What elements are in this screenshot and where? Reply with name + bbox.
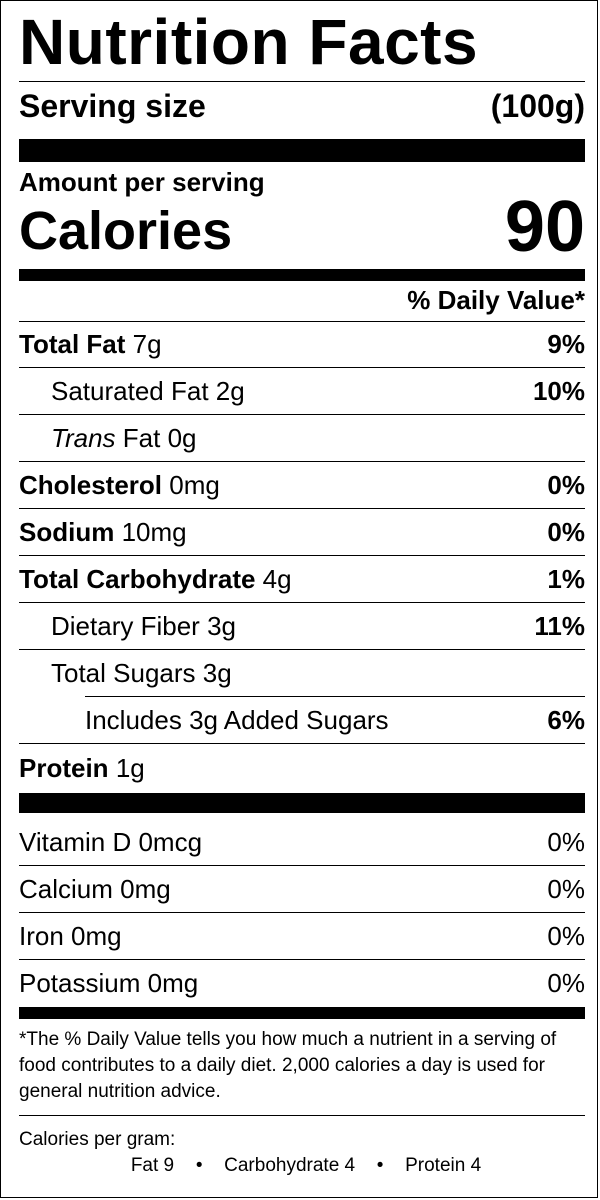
- vitamin-percent: 0%: [547, 968, 585, 998]
- nutrient-name: Saturated Fat: [51, 376, 209, 406]
- nutrient-percent: 0%: [547, 470, 585, 500]
- daily-value-footnote: *The % Daily Value tells you how much a …: [19, 1029, 557, 1102]
- nutrient-row-total-fat: Total Fat 7g 9%: [19, 321, 585, 367]
- nutrient-amount: 4g: [262, 564, 292, 594]
- divider-row: [19, 461, 585, 462]
- vitamin-row-iron: Iron 0mg 0%: [19, 913, 585, 959]
- nutrient-name: Includes 3g Added Sugars: [85, 705, 389, 735]
- divider-thick-protein: [19, 793, 585, 813]
- vitamin-percent: 0%: [547, 921, 585, 951]
- serving-size-value: (100g): [490, 88, 585, 124]
- nutrient-amount: 10mg: [121, 517, 187, 547]
- daily-value-header-row: % Daily Value*: [19, 277, 585, 323]
- vitamin-percent: 0%: [547, 827, 585, 857]
- divider-row: [19, 367, 585, 368]
- vitamin-row-calcium: Calcium 0mg 0%: [19, 866, 585, 912]
- nutrient-row-trans-fat: Trans Fat 0g: [19, 415, 585, 461]
- nutrient-name: Fat: [122, 423, 161, 453]
- divider-row: [19, 649, 585, 650]
- serving-size-row: Serving size (100g): [19, 83, 585, 129]
- nutrient-row-total-carbohydrate: Total Carbohydrate 4g 1%: [19, 556, 585, 602]
- divider-row: [19, 865, 585, 866]
- nutrient-name: Total Fat: [19, 329, 126, 359]
- fat-calories-per-gram: Fat 9: [130, 1155, 175, 1176]
- protein-calories-per-gram: Protein 4: [405, 1155, 482, 1176]
- nutrient-amount: 2g: [215, 376, 245, 406]
- serving-size-label: Serving size: [19, 88, 206, 124]
- nutrient-name: Protein: [19, 753, 109, 783]
- nutrient-name: Cholesterol: [19, 470, 163, 500]
- nutrient-percent: 9%: [547, 329, 585, 359]
- nutrient-percent: 10%: [532, 376, 585, 406]
- vitamin-amount: 0mcg: [138, 827, 203, 857]
- nutrient-amount: 3g: [207, 611, 236, 641]
- divider-footnote: [19, 1115, 585, 1116]
- divider-thick-serving: [19, 139, 585, 162]
- calories-per-gram-label: Calories per gram:: [19, 1129, 176, 1150]
- calories-per-gram-values: Fat 9 • Carbohydrate 4 • Protein 4: [1, 1153, 600, 1179]
- nutrient-row-cholesterol: Cholesterol 0mg 0%: [19, 462, 585, 508]
- bullet-separator: •: [376, 1155, 384, 1176]
- nutrient-percent: 0%: [547, 517, 585, 547]
- divider-row: [19, 414, 585, 415]
- nutrient-name: Dietary Fiber: [51, 611, 200, 641]
- nutrient-percent: 11%: [534, 611, 585, 641]
- vitamin-amount: 0mg: [71, 921, 122, 951]
- nutrient-percent: 6%: [547, 705, 585, 735]
- amount-per-serving: Amount per serving: [19, 167, 265, 197]
- calories-value: 90: [504, 187, 585, 267]
- divider-thick-vitamins: [19, 1007, 585, 1019]
- nutrient-name: Sodium: [19, 517, 115, 547]
- carb-calories-per-gram: Carbohydrate 4: [224, 1155, 356, 1176]
- nutrient-name: Total Carbohydrate: [19, 564, 256, 594]
- vitamin-amount: 0mg: [120, 874, 171, 904]
- divider-thick-calories: [19, 269, 585, 281]
- nutrient-percent: 1%: [547, 564, 585, 594]
- vitamin-name: Calcium: [19, 874, 113, 904]
- bullet-separator: •: [195, 1155, 203, 1176]
- divider-row: [19, 959, 585, 960]
- nutrient-row-added-sugars: Includes 3g Added Sugars 6%: [19, 697, 585, 743]
- vitamin-name: Potassium: [19, 968, 141, 998]
- divider-row: [19, 912, 585, 913]
- nutrient-name-italic: Trans: [51, 423, 116, 453]
- nutrient-amount: 0g: [167, 423, 197, 453]
- divider-row: [19, 555, 585, 556]
- nutrient-amount: 3g: [202, 658, 232, 688]
- divider-row-indented: [85, 696, 585, 697]
- vitamin-name: Iron: [19, 921, 64, 951]
- vitamin-name: Vitamin D: [19, 827, 132, 857]
- vitamin-amount: 0mg: [147, 968, 199, 998]
- nutrient-row-dietary-fiber: Dietary Fiber 3g 11%: [19, 603, 585, 649]
- label-title: Nutrition Facts: [19, 6, 479, 78]
- nutrient-row-protein: Protein 1g: [19, 745, 585, 791]
- divider-row: [19, 508, 585, 509]
- nutrient-amount: 7g: [132, 329, 162, 359]
- divider-row: [19, 602, 585, 603]
- vitamin-row-vitamin-d: Vitamin D 0mcg 0%: [19, 819, 585, 865]
- calories-label: Calories: [19, 201, 233, 261]
- nutrient-row-total-sugars: Total Sugars 3g: [19, 650, 585, 696]
- nutrient-row-saturated-fat: Saturated Fat 2g 10%: [19, 368, 585, 414]
- divider-row: [19, 743, 585, 744]
- daily-value-header: % Daily Value*: [407, 285, 585, 315]
- nutrient-name: Total Sugars: [51, 658, 196, 688]
- nutrient-amount: 1g: [115, 753, 145, 783]
- nutrient-row-sodium: Sodium 10mg 0%: [19, 509, 585, 555]
- vitamin-percent: 0%: [547, 874, 585, 904]
- calories-row: Calories 90: [19, 187, 585, 269]
- divider-row: [19, 321, 585, 322]
- divider-title: [19, 81, 585, 82]
- vitamin-row-potassium: Potassium 0mg 0%: [19, 960, 585, 1006]
- nutrient-amount: 0mg: [169, 470, 220, 500]
